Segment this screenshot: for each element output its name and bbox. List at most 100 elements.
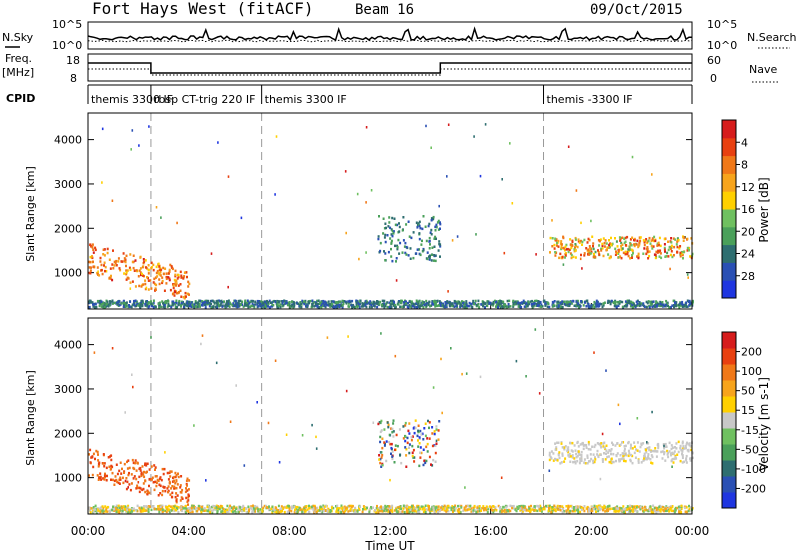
echo-cell <box>101 505 104 508</box>
echo-cell <box>368 302 371 306</box>
echo-cell <box>320 301 323 304</box>
echo-cell <box>660 450 663 454</box>
echo-cell <box>594 443 597 447</box>
echo-cell <box>212 504 215 508</box>
echo-cell <box>592 507 595 511</box>
echo-cell <box>679 245 682 248</box>
echo-cell <box>135 477 138 481</box>
echo-cell <box>473 135 475 138</box>
echo-cell <box>142 473 145 476</box>
echo-cell <box>175 284 177 287</box>
echo-cell <box>277 504 280 508</box>
echo-cell <box>152 302 155 305</box>
echo-cell <box>661 450 664 453</box>
echo-cell <box>580 300 583 303</box>
echo-cell <box>472 509 475 512</box>
echo-cell <box>391 457 394 461</box>
echo-cell <box>236 508 239 511</box>
echo-cell <box>177 273 180 277</box>
echo-cell <box>117 509 120 512</box>
echo-cell <box>571 239 574 243</box>
echo-cell <box>187 303 190 306</box>
echo-cell <box>602 508 604 512</box>
echo-cell <box>583 509 586 513</box>
echo-cell <box>398 230 401 233</box>
echo-cell <box>270 507 273 510</box>
echo-cell <box>138 475 141 479</box>
echo-cell <box>389 303 392 306</box>
echo-cell <box>124 258 127 261</box>
echo-cell <box>450 347 452 350</box>
echo-cell <box>368 508 371 512</box>
echo-cell <box>273 508 276 512</box>
echo-cell <box>203 509 206 512</box>
echo-cell <box>473 504 476 508</box>
echo-cell <box>401 299 403 303</box>
echo-cell <box>249 506 252 510</box>
echo-cell <box>172 505 175 508</box>
echo-cell <box>433 430 436 433</box>
echo-cell <box>122 481 125 485</box>
echo-cell <box>650 510 653 514</box>
noise-right-label: N.Search <box>747 31 797 44</box>
echo-cell <box>173 505 176 508</box>
echo-cell <box>281 302 284 305</box>
echo-cell <box>169 475 172 478</box>
echo-cell <box>139 271 142 274</box>
echo-cell <box>580 458 583 461</box>
echo-cell <box>252 510 255 513</box>
echo-cell <box>642 510 645 513</box>
echo-cell <box>98 302 101 305</box>
echo-cell <box>376 305 379 309</box>
echo-cell <box>623 237 626 240</box>
echo-cell <box>540 507 543 510</box>
echo-cell <box>624 507 627 511</box>
echo-cell <box>658 250 661 254</box>
echo-cell <box>460 506 463 509</box>
echo-cell <box>365 251 367 254</box>
echo-cell <box>637 256 640 260</box>
echo-cell <box>120 506 123 510</box>
echo-cell <box>148 301 151 304</box>
echo-cell <box>94 248 97 252</box>
echo-cell <box>670 237 673 240</box>
echo-cell <box>158 301 161 304</box>
echo-cell <box>392 430 395 433</box>
echo-cell <box>94 303 97 306</box>
echo-cell <box>394 304 397 307</box>
echo-cell <box>95 305 98 309</box>
echo-cell <box>141 488 144 492</box>
colorbar-tick-label: 50 <box>741 385 755 398</box>
echo-cell <box>238 304 241 308</box>
echo-cell <box>453 300 456 303</box>
echo-cell <box>339 300 342 304</box>
echo-cell <box>187 507 190 510</box>
echo-cell <box>551 219 553 222</box>
echo-cell <box>91 301 94 304</box>
echo-cell <box>131 508 134 511</box>
echo-cell <box>425 239 428 243</box>
echo-cell <box>389 442 392 446</box>
echo-cell <box>433 259 435 262</box>
echo-cell <box>145 300 147 303</box>
echo-cell <box>672 461 675 464</box>
echo-cell <box>278 508 281 512</box>
echo-cell <box>444 303 447 307</box>
echo-cell <box>509 509 512 513</box>
echo-cell <box>239 506 241 509</box>
echo-cell <box>564 256 566 259</box>
echo-cell <box>345 506 348 509</box>
echo-cell <box>403 245 406 248</box>
echo-cell <box>569 441 571 445</box>
echo-cell <box>431 246 434 249</box>
echo-cell <box>337 508 339 512</box>
echo-cell <box>445 301 447 304</box>
echo-cell <box>441 505 443 508</box>
echo-cell <box>344 170 347 173</box>
echo-cell <box>125 272 128 276</box>
echo-cell <box>421 300 424 303</box>
echo-cell <box>105 508 108 511</box>
echo-cell <box>171 302 174 305</box>
echo-cell <box>605 449 608 452</box>
